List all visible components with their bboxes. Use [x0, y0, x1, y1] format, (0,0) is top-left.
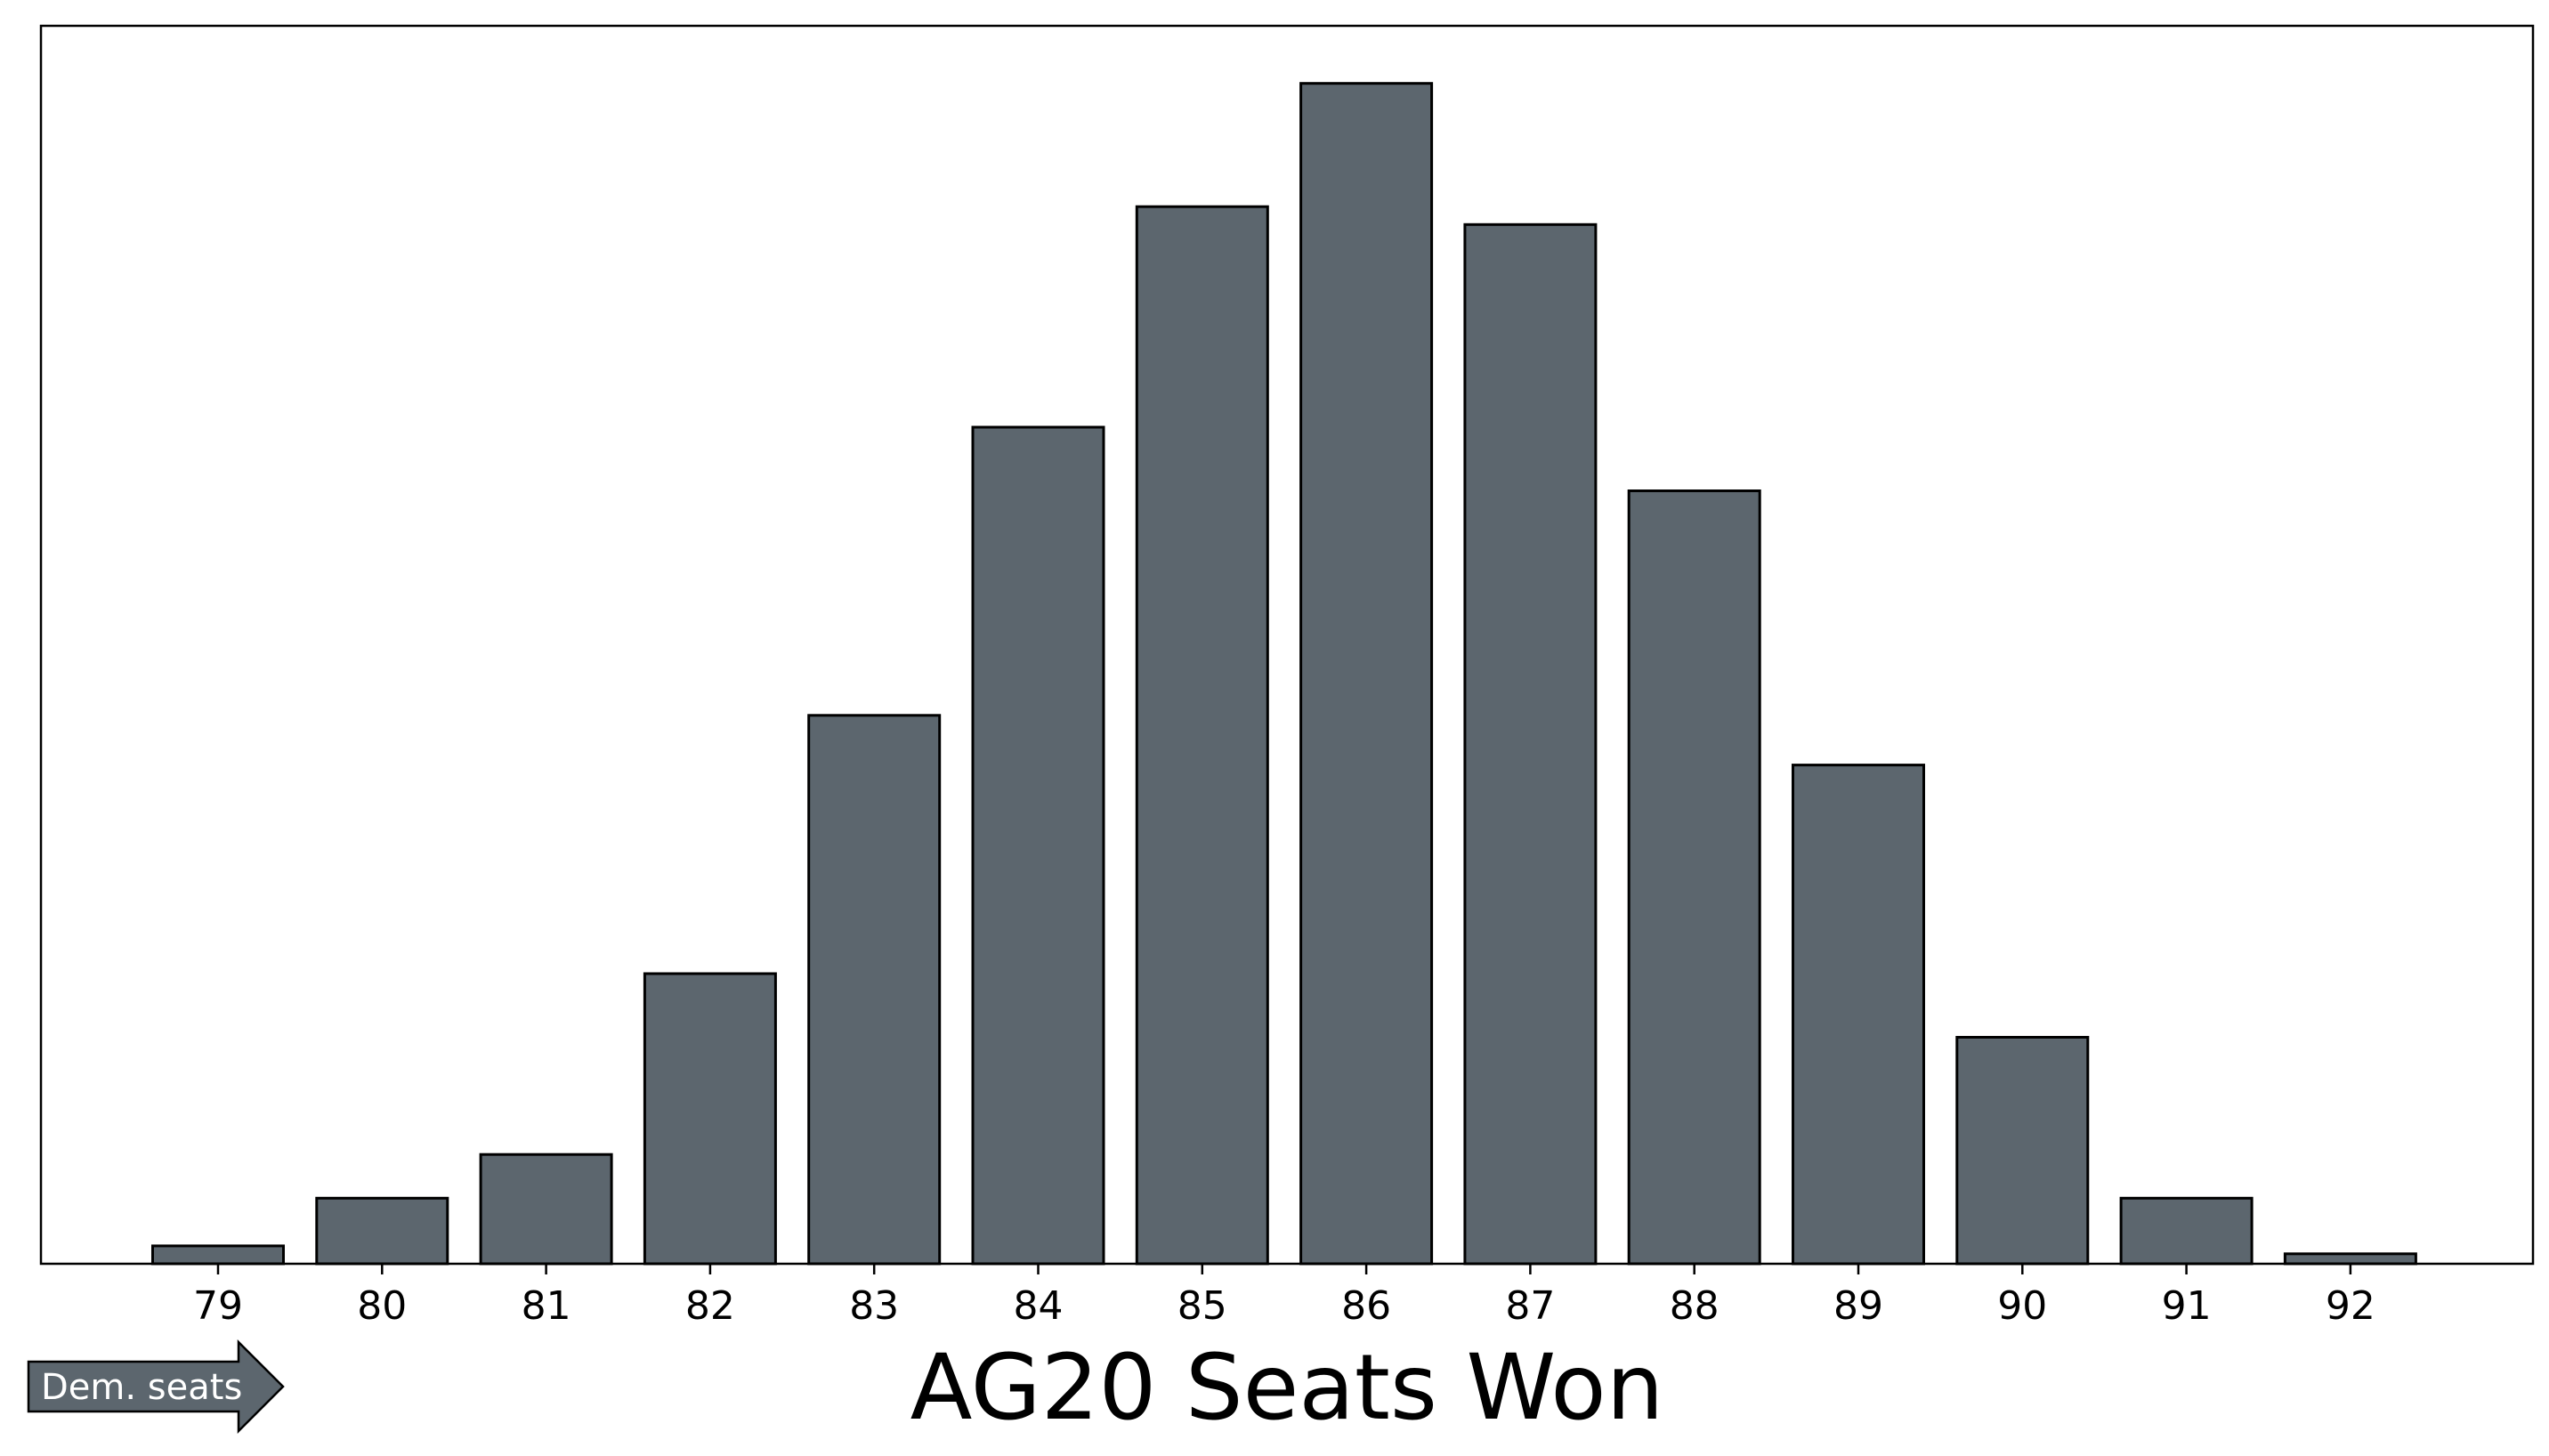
bar-81 [479, 1153, 613, 1266]
x-tick-label-90: 90 [1997, 1283, 2047, 1329]
bar-87 [1463, 222, 1598, 1266]
right-arrow-icon [27, 1339, 285, 1435]
bar-92 [2283, 1252, 2417, 1266]
x-tick-label-85: 85 [1177, 1283, 1227, 1329]
arrow-label: Dem. seats [41, 1367, 242, 1408]
bar-83 [807, 714, 942, 1266]
x-tick-label-79: 79 [193, 1283, 243, 1329]
x-tick-label-81: 81 [522, 1283, 571, 1329]
plot-area-frame [39, 24, 2535, 1266]
bar-88 [1627, 489, 1761, 1266]
x-tick-label-82: 82 [685, 1283, 735, 1329]
bar-80 [315, 1196, 449, 1266]
bar-89 [1792, 764, 1925, 1266]
dem-seats-arrow-annotation: Dem. seats [27, 1339, 285, 1435]
x-tick-label-86: 86 [1341, 1283, 1391, 1329]
x-tick-label-89: 89 [1833, 1283, 1883, 1329]
x-axis-label: AG20 Seats Won [910, 1335, 1664, 1441]
x-tick-label-87: 87 [1505, 1283, 1555, 1329]
bar-90 [1955, 1036, 2090, 1266]
bar-86 [1299, 82, 1434, 1266]
x-tick-label-92: 92 [2326, 1283, 2375, 1329]
x-tick-label-91: 91 [2162, 1283, 2212, 1329]
bars-group [151, 82, 2417, 1266]
bar-84 [971, 425, 1105, 1266]
x-tick-label-80: 80 [357, 1283, 407, 1329]
bar-91 [2119, 1196, 2254, 1266]
x-tick-label-88: 88 [1670, 1283, 1720, 1329]
bar-82 [643, 972, 777, 1266]
x-ticks-group: 79 80 81 82 83 84 85 86 87 88 89 90 91 92 [193, 1264, 2375, 1329]
bar-79 [151, 1244, 285, 1266]
x-tick-label-83: 83 [849, 1283, 899, 1329]
x-tick-label-84: 84 [1014, 1283, 1064, 1329]
bar-85 [1135, 205, 1269, 1266]
